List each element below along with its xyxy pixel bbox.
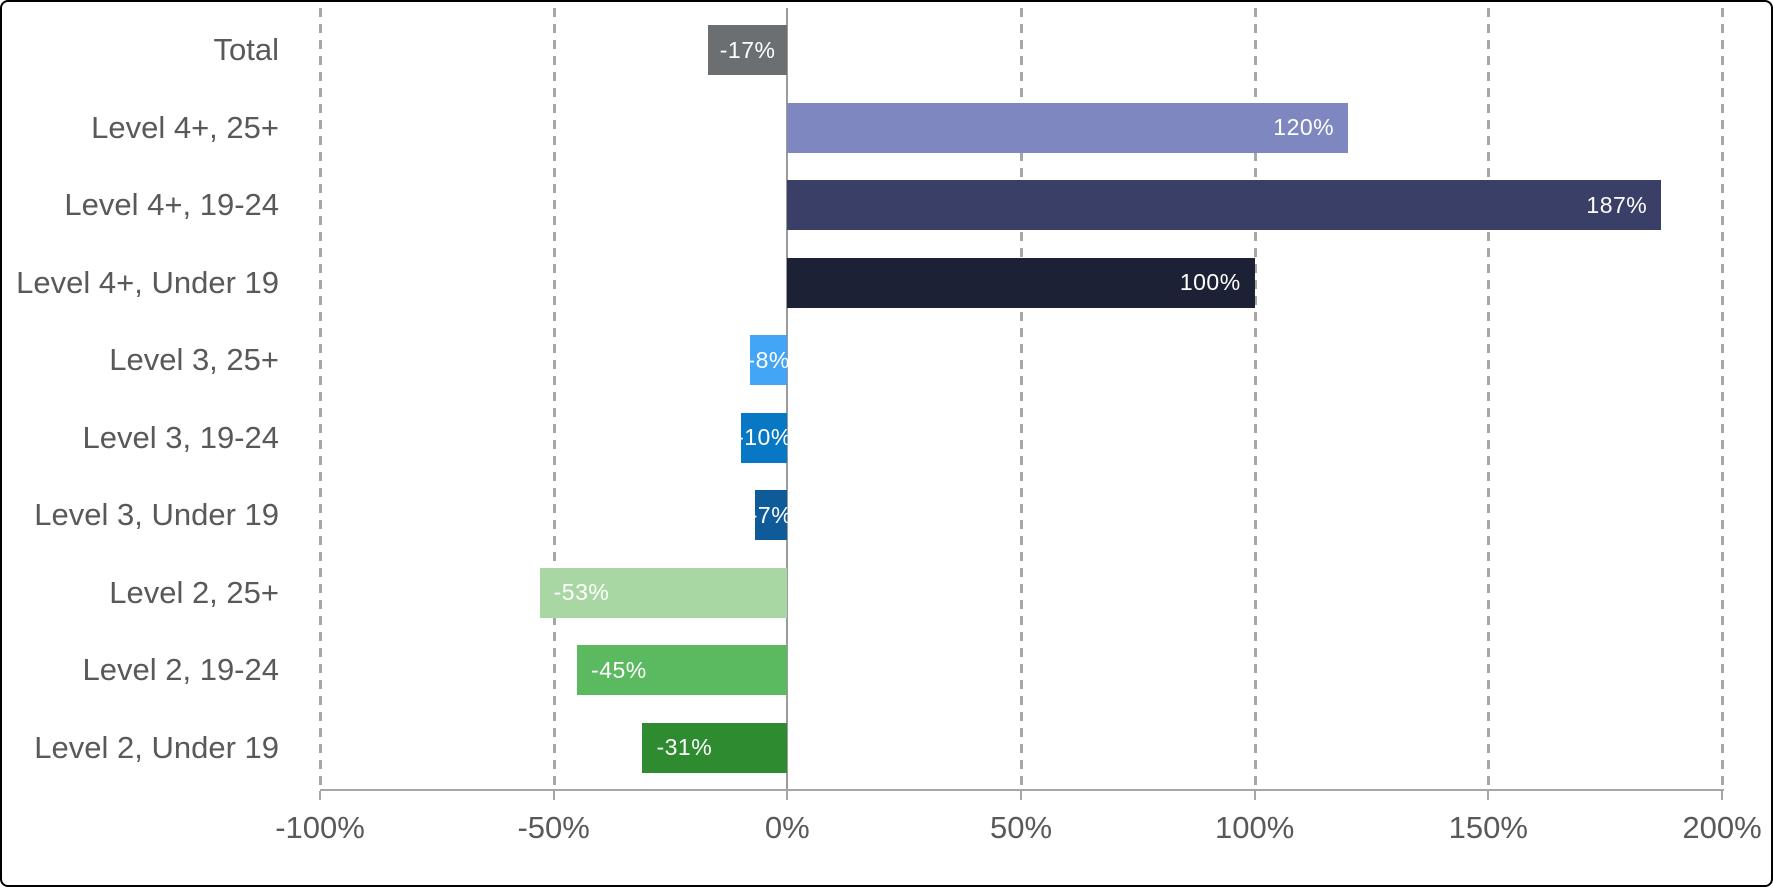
category-label: Total <box>213 32 279 67</box>
bar: -53% <box>539 567 788 618</box>
category-label: Level 3, Under 19 <box>34 497 279 532</box>
value-label: -53% <box>553 579 610 605</box>
value-label: -45% <box>591 656 647 683</box>
value-label: -17% <box>719 36 776 63</box>
x-axis-tick-label: 200% <box>1682 810 1762 845</box>
gridline <box>1487 8 1491 789</box>
category-label: Level 4+, 25+ <box>91 109 279 145</box>
gridline <box>1721 8 1724 789</box>
bar: -31% <box>642 722 788 773</box>
category-label: Level 3, 25+ <box>109 342 279 377</box>
x-axis-tick-label: 50% <box>989 810 1053 845</box>
category-label: Level 2, 25+ <box>109 574 279 610</box>
gridline <box>552 8 556 789</box>
x-axis-tick <box>319 791 321 800</box>
x-axis-tick-label: 100% <box>1215 810 1295 845</box>
x-axis-tick <box>1487 791 1490 800</box>
x-axis-tick <box>1721 791 1723 800</box>
bar: 100% <box>787 257 1255 308</box>
bar: 120% <box>787 102 1349 153</box>
category-label: Level 2, 19-24 <box>82 652 279 687</box>
value-label: -8% <box>747 346 790 373</box>
gridline <box>1020 8 1023 789</box>
x-axis-tick <box>1253 791 1256 800</box>
x-axis-tick <box>1020 791 1022 800</box>
gridline <box>319 8 322 789</box>
gridline <box>1253 8 1257 789</box>
category-label: Level 4+, 19-24 <box>64 187 279 222</box>
x-axis-tick <box>552 791 555 800</box>
x-axis-tick-label: 0% <box>764 810 810 845</box>
value-label: -10% <box>736 424 792 450</box>
category-label: Level 4+, Under 19 <box>16 264 279 300</box>
bar: -8% <box>747 335 790 385</box>
value-label: 100% <box>1179 269 1241 295</box>
bar: -10% <box>736 412 791 463</box>
x-axis-tick-label: -50% <box>517 810 590 845</box>
value-label: -7% <box>749 501 793 528</box>
bar: -17% <box>707 25 788 75</box>
x-axis-tick <box>786 791 789 800</box>
category-label: Level 3, 19-24 <box>82 419 279 455</box>
value-label: 120% <box>1273 114 1335 140</box>
bar: -45% <box>577 645 788 695</box>
category-label: Level 2, Under 19 <box>34 729 279 765</box>
x-axis-tick-label: -100% <box>275 810 365 845</box>
x-axis-line <box>320 789 1724 791</box>
bar: -7% <box>750 490 792 540</box>
x-axis-tick-label: 150% <box>1448 810 1528 845</box>
zero-axis-line <box>786 8 789 789</box>
bar: 187% <box>787 180 1662 230</box>
value-label: 187% <box>1586 191 1648 218</box>
value-label: -31% <box>656 734 713 760</box>
